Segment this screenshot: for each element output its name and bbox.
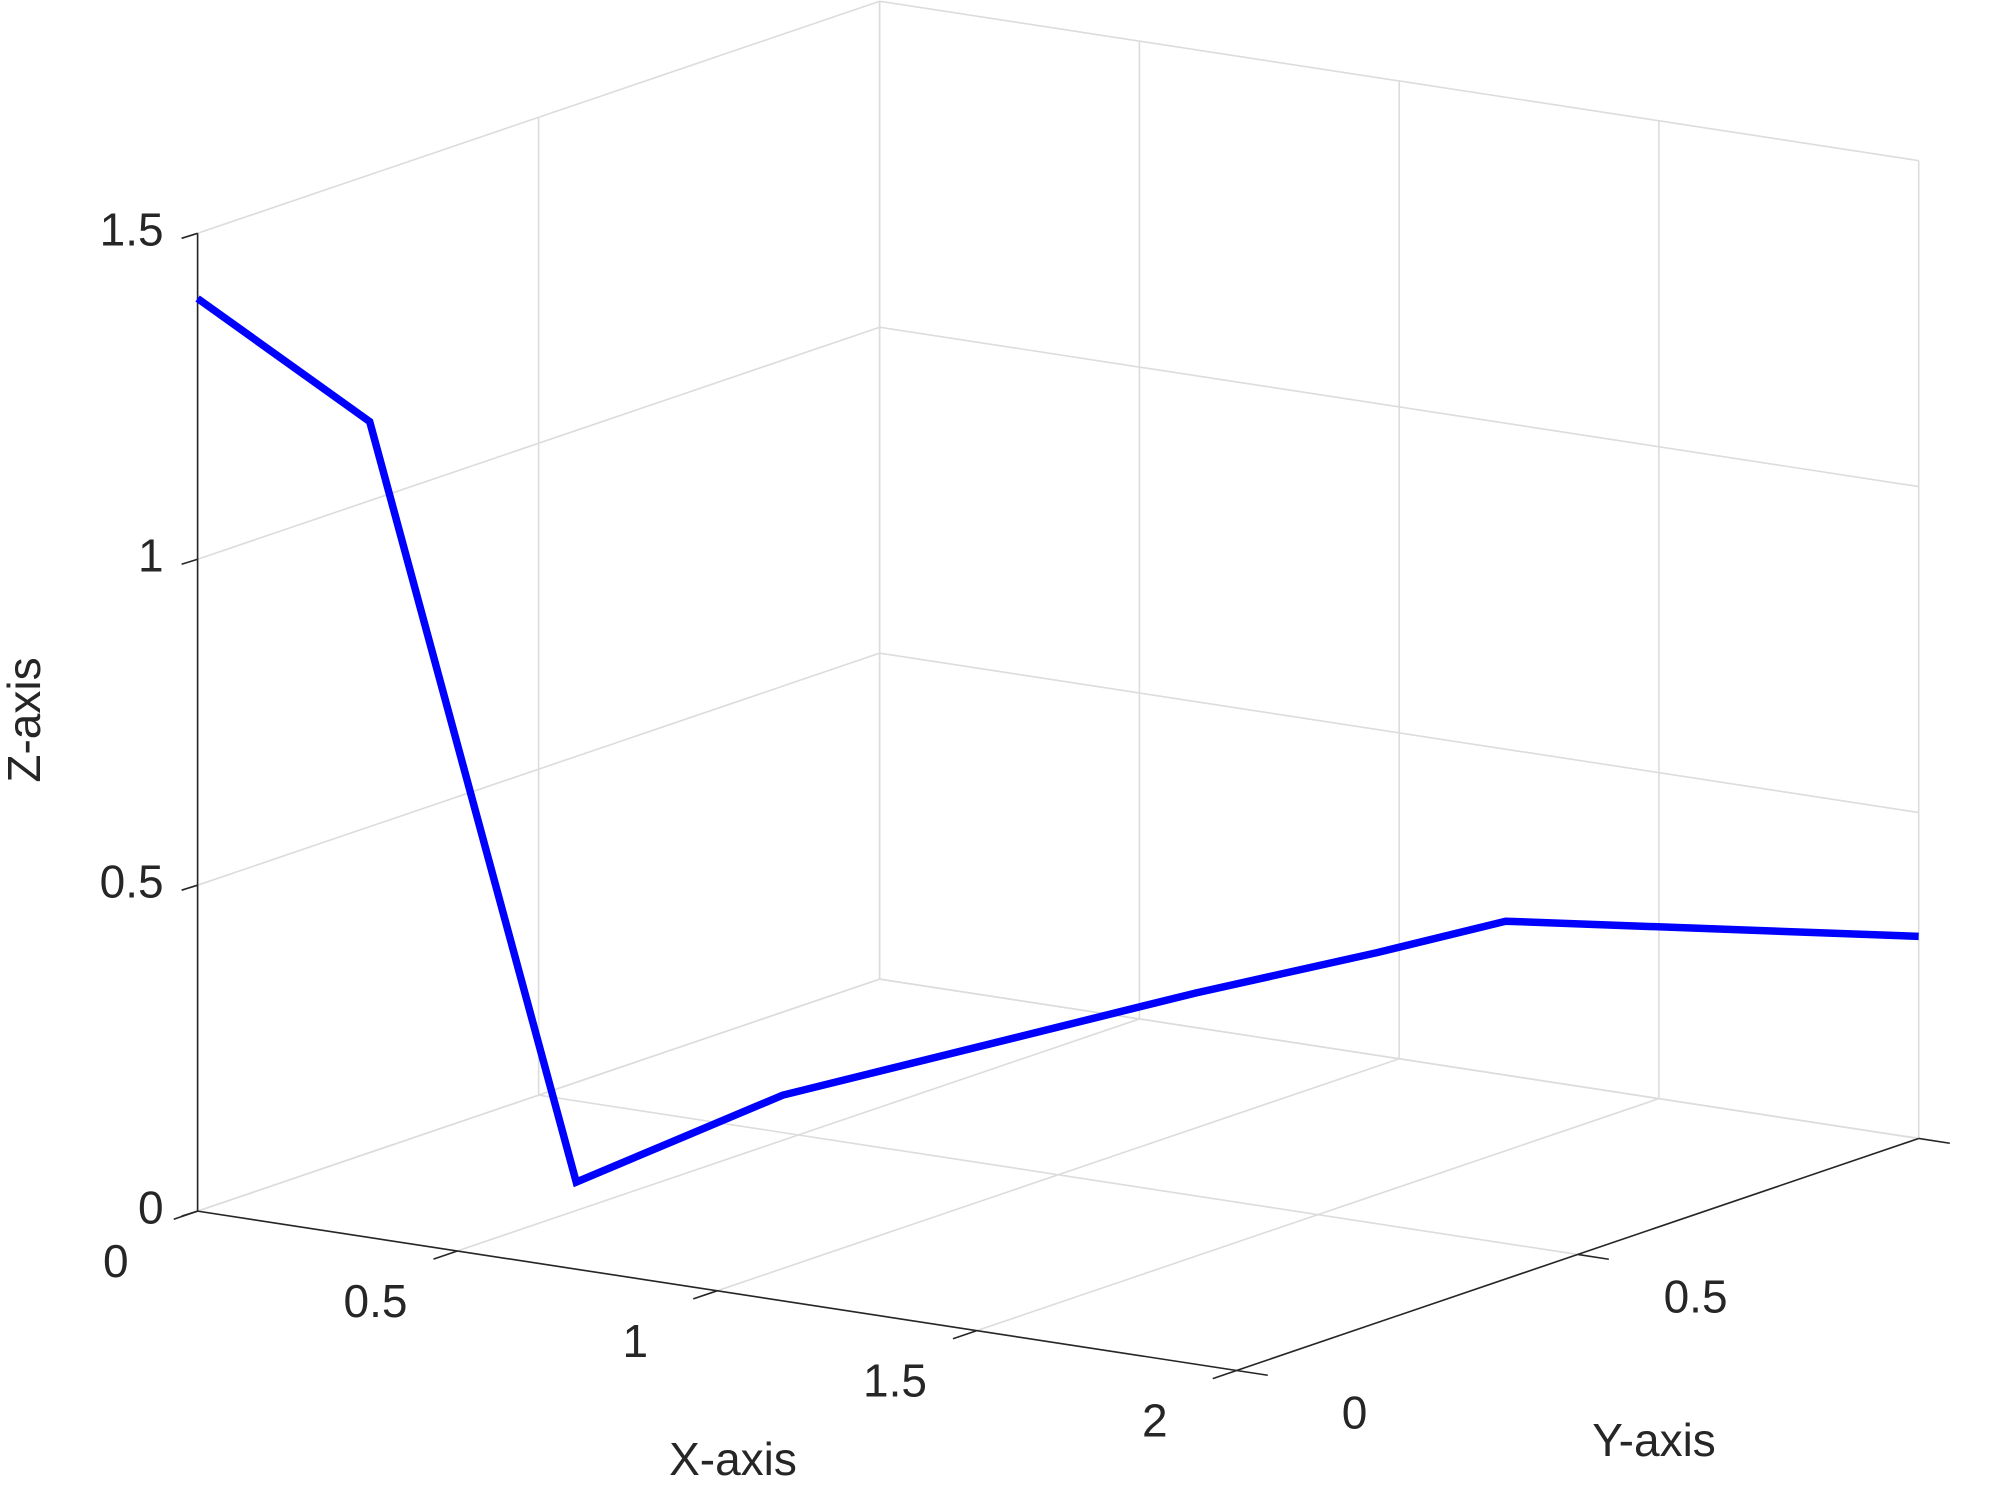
- data-line: [195, 295, 1919, 1188]
- x-tick-label: 0.5: [344, 1275, 408, 1327]
- z-tick-label: 0.5: [100, 855, 164, 907]
- grid-line: [879, 652, 1919, 814]
- grid-line: [197, 652, 880, 886]
- z-tick: [181, 884, 198, 891]
- z-tick: [181, 1210, 198, 1217]
- z-tick-label: 1: [138, 529, 164, 581]
- x-axis-title: X-axis: [669, 1433, 797, 1485]
- y-axis: [1236, 1137, 1919, 1372]
- y-axis-title: Y-axis: [1592, 1414, 1716, 1466]
- y-tick-label: 0: [1342, 1387, 1368, 1439]
- z-axis-title: Z-axis: [0, 657, 50, 782]
- grid-line: [197, 978, 880, 1212]
- z-tick: [181, 232, 198, 240]
- grid-line: [538, 1094, 1578, 1256]
- grid-line: [879, 326, 1919, 488]
- grid-line: [197, 0, 880, 235]
- x-tick-label: 2: [1142, 1394, 1168, 1446]
- y-tick: [1918, 1137, 1950, 1145]
- x-tick-label: 0: [103, 1235, 129, 1287]
- grid-line: [879, 0, 1919, 162]
- x-tick: [952, 1329, 978, 1340]
- x-tick: [1212, 1369, 1237, 1380]
- grid-line: [197, 326, 880, 561]
- y-tick: [1236, 1369, 1268, 1377]
- y-tick: [1577, 1253, 1609, 1261]
- x-tick-label: 1.5: [863, 1355, 927, 1407]
- x-tick-label: 1: [622, 1315, 648, 1367]
- x-tick: [433, 1250, 458, 1260]
- z-tick-label: 1.5: [100, 203, 164, 255]
- z-tick-label: 0: [138, 1181, 164, 1233]
- x-tick: [692, 1290, 718, 1300]
- z-tick: [181, 558, 198, 566]
- grid-line: [879, 978, 1919, 1140]
- y-tick-label: 0.5: [1664, 1271, 1728, 1323]
